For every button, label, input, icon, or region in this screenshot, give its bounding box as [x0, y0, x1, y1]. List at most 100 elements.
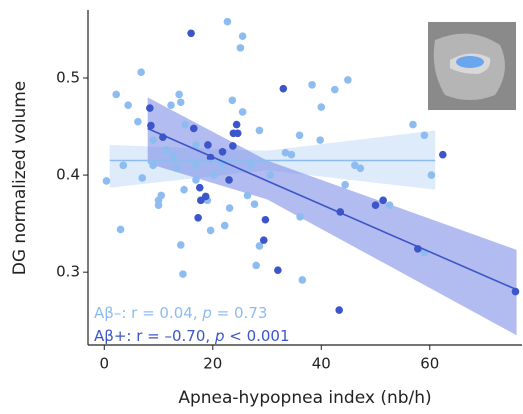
data-point	[409, 120, 417, 129]
data-point	[220, 221, 229, 230]
data-point	[225, 204, 234, 212]
data-point	[385, 201, 394, 209]
data-point	[255, 126, 264, 135]
data-point	[173, 164, 181, 173]
data-point	[344, 76, 352, 84]
data-point	[238, 108, 247, 116]
y-axis-title: DG normalized volume	[10, 81, 30, 276]
data-point	[243, 191, 252, 200]
data-point	[511, 287, 520, 296]
data-point	[238, 32, 247, 41]
data-point	[232, 120, 241, 129]
data-point	[189, 124, 198, 133]
data-point	[259, 236, 268, 244]
annotation-part: < 0.001	[224, 327, 289, 345]
data-point	[119, 161, 128, 170]
stat-annotation: Aβ–: r = 0.04, p = 0.73	[94, 304, 267, 322]
plot-area	[102, 17, 520, 336]
annotation-part: Aβ+: r = –0.70,	[94, 327, 215, 345]
data-point	[255, 242, 264, 250]
data-point	[225, 176, 233, 184]
data-point	[137, 68, 145, 76]
y-tick-label: 0.3	[56, 263, 80, 281]
y-tick-label: 0.4	[56, 166, 80, 184]
data-point	[335, 306, 343, 314]
data-point	[274, 266, 282, 275]
data-point	[295, 131, 304, 140]
data-point	[246, 161, 255, 170]
data-point	[229, 142, 237, 150]
data-point	[218, 161, 226, 170]
data-point	[236, 44, 245, 52]
brain-inset	[428, 22, 516, 110]
data-point	[341, 180, 349, 189]
annotation-part: p	[214, 327, 225, 345]
data-point	[169, 151, 177, 160]
data-point	[201, 192, 210, 201]
data-point	[192, 161, 200, 170]
data-point	[252, 261, 260, 270]
x-tick-label: 60	[420, 355, 439, 373]
data-point	[181, 120, 189, 129]
data-point	[206, 226, 215, 235]
inset-dg	[456, 56, 484, 68]
data-point	[134, 117, 142, 126]
data-point	[176, 241, 185, 249]
data-point	[379, 196, 387, 205]
data-point	[175, 90, 183, 99]
data-point	[195, 183, 204, 192]
confidence-band	[147, 97, 517, 336]
data-point	[317, 103, 326, 111]
data-point	[146, 104, 154, 112]
data-point	[179, 270, 187, 278]
data-point	[281, 148, 290, 157]
data-point	[233, 129, 242, 138]
data-point	[147, 121, 155, 130]
x-tick-label: 0	[100, 355, 110, 373]
data-point	[308, 80, 316, 89]
data-point	[167, 101, 175, 109]
data-point	[187, 29, 195, 38]
data-point	[287, 150, 296, 159]
data-point	[149, 161, 157, 170]
data-point	[192, 176, 200, 184]
data-point	[176, 98, 185, 107]
data-point	[162, 146, 170, 154]
data-point	[250, 200, 259, 209]
data-point	[298, 276, 307, 284]
data-point	[112, 90, 121, 99]
data-point	[261, 215, 270, 224]
regression-line	[147, 127, 517, 291]
data-point	[210, 171, 218, 179]
data-point	[194, 213, 202, 222]
data-point	[138, 174, 147, 182]
data-point	[420, 131, 429, 140]
data-point	[223, 17, 232, 26]
data-point	[438, 150, 447, 159]
data-point	[296, 213, 304, 221]
data-point	[316, 136, 324, 144]
data-point	[266, 171, 275, 179]
annotation-part: Aβ–: r = 0.04,	[94, 304, 202, 322]
data-point	[116, 225, 125, 234]
data-point	[356, 164, 365, 173]
annotation-part: = 0.73	[212, 304, 268, 322]
data-point	[180, 185, 188, 194]
data-point	[124, 101, 132, 109]
data-point	[102, 177, 111, 185]
data-point	[149, 136, 157, 144]
data-point	[192, 141, 200, 149]
stat-annotation: Aβ+: r = –0.70, p < 0.001	[94, 327, 290, 345]
annotation-part: p	[201, 304, 212, 322]
data-point	[204, 141, 212, 149]
data-point	[427, 171, 436, 179]
x-axis-title: Apnea-hypopnea index (nb/h)	[178, 388, 431, 408]
data-point	[228, 96, 237, 105]
data-point	[218, 147, 227, 156]
x-tick-label: 20	[203, 355, 222, 373]
data-point	[279, 84, 288, 93]
data-point	[157, 191, 166, 200]
y-tick-label: 0.5	[56, 68, 80, 86]
